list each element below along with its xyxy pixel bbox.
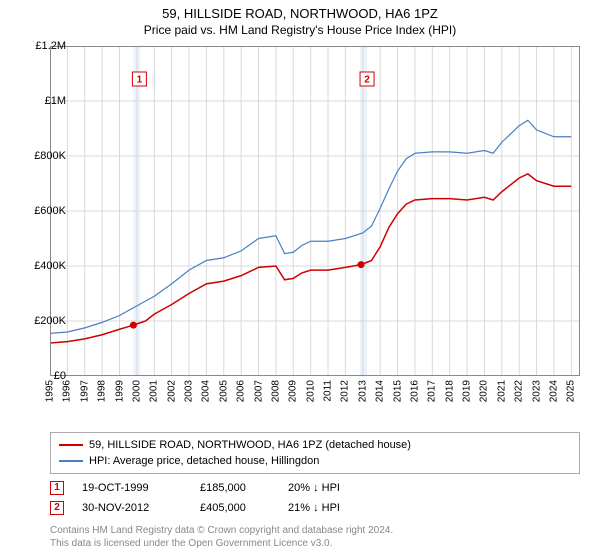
sale-price: £405,000 (200, 498, 270, 518)
price-chart: 12 (50, 46, 580, 376)
svg-text:1: 1 (137, 75, 143, 86)
x-tick-label: 2024 (548, 380, 559, 402)
x-tick-label: 2010 (305, 380, 316, 402)
x-tick-label: 1998 (97, 380, 108, 402)
x-tick-label: 2023 (531, 380, 542, 402)
sale-date: 19-OCT-1999 (82, 478, 182, 498)
x-tick-label: 2001 (149, 380, 160, 402)
sale-pct: 21% ↓ HPI (288, 498, 388, 518)
x-tick-label: 2000 (131, 380, 142, 402)
x-tick-label: 2013 (357, 380, 368, 402)
x-tick-label: 2018 (444, 380, 455, 402)
sale-marker: 1 (50, 481, 64, 495)
legend-label: 59, HILLSIDE ROAD, NORTHWOOD, HA6 1PZ (d… (89, 437, 411, 453)
x-tick-label: 2017 (427, 380, 438, 402)
svg-text:2: 2 (364, 75, 370, 86)
title-sub: Price paid vs. HM Land Registry's House … (0, 23, 600, 37)
x-tick-label: 2020 (479, 380, 490, 402)
sale-row: 1 19-OCT-1999 £185,000 20% ↓ HPI (50, 478, 580, 498)
x-tick-label: 2019 (462, 380, 473, 402)
sale-date: 30-NOV-2012 (82, 498, 182, 518)
sale-row: 2 30-NOV-2012 £405,000 21% ↓ HPI (50, 498, 580, 518)
x-tick-label: 2016 (409, 380, 420, 402)
legend-row: 59, HILLSIDE ROAD, NORTHWOOD, HA6 1PZ (d… (59, 437, 571, 453)
y-tick-label: £800K (34, 150, 66, 162)
x-tick-label: 2008 (270, 380, 281, 402)
x-tick-label: 2006 (236, 380, 247, 402)
x-tick-label: 2007 (253, 380, 264, 402)
x-tick-label: 2011 (323, 380, 334, 402)
x-tick-label: 2022 (514, 380, 525, 402)
y-tick-label: £1.2M (35, 40, 66, 52)
x-tick-label: 2009 (288, 380, 299, 402)
legend-row: HPI: Average price, detached house, Hill… (59, 453, 571, 469)
sale-pct: 20% ↓ HPI (288, 478, 388, 498)
x-tick-label: 2002 (166, 380, 177, 402)
x-tick-label: 2015 (392, 380, 403, 402)
footer-attribution: Contains HM Land Registry data © Crown c… (50, 524, 580, 550)
x-tick-label: 1997 (79, 380, 90, 402)
legend-swatch (59, 460, 83, 462)
x-tick-label: 2003 (184, 380, 195, 402)
x-tick-label: 1996 (62, 380, 73, 402)
x-tick-label: 2012 (340, 380, 351, 402)
sales-table: 1 19-OCT-1999 £185,000 20% ↓ HPI 2 30-NOV-201… (50, 478, 580, 518)
y-tick-label: £200K (34, 315, 66, 327)
footer-line2: This data is licensed under the Open Gov… (50, 537, 580, 550)
sale-price: £185,000 (200, 478, 270, 498)
x-tick-label: 2021 (496, 380, 507, 402)
x-tick-label: 1995 (45, 380, 56, 402)
y-tick-label: £600K (34, 205, 66, 217)
x-tick-label: 1999 (114, 380, 125, 402)
title-main: 59, HILLSIDE ROAD, NORTHWOOD, HA6 1PZ (0, 6, 600, 21)
legend-label: HPI: Average price, detached house, Hill… (89, 453, 319, 469)
x-tick-label: 2004 (201, 380, 212, 402)
x-tick-label: 2005 (218, 380, 229, 402)
x-tick-label: 2025 (566, 380, 577, 402)
y-tick-label: £1M (45, 95, 66, 107)
sale-marker: 2 (50, 501, 64, 515)
x-tick-label: 2014 (375, 380, 386, 402)
y-tick-label: £400K (34, 260, 66, 272)
legend-swatch (59, 444, 83, 446)
legend: 59, HILLSIDE ROAD, NORTHWOOD, HA6 1PZ (d… (50, 432, 580, 474)
footer-line1: Contains HM Land Registry data © Crown c… (50, 524, 580, 537)
